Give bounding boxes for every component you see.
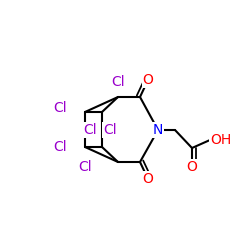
Text: O: O (142, 172, 154, 186)
Text: N: N (153, 123, 163, 137)
Text: Cl: Cl (53, 140, 67, 154)
Text: O: O (186, 160, 198, 174)
Text: O: O (142, 73, 154, 87)
Text: Cl: Cl (53, 101, 67, 115)
Text: OH: OH (210, 133, 231, 147)
Text: Cl: Cl (78, 160, 92, 174)
Text: Cl: Cl (111, 75, 125, 89)
Text: Cl: Cl (103, 123, 117, 137)
Text: Cl: Cl (83, 123, 97, 137)
